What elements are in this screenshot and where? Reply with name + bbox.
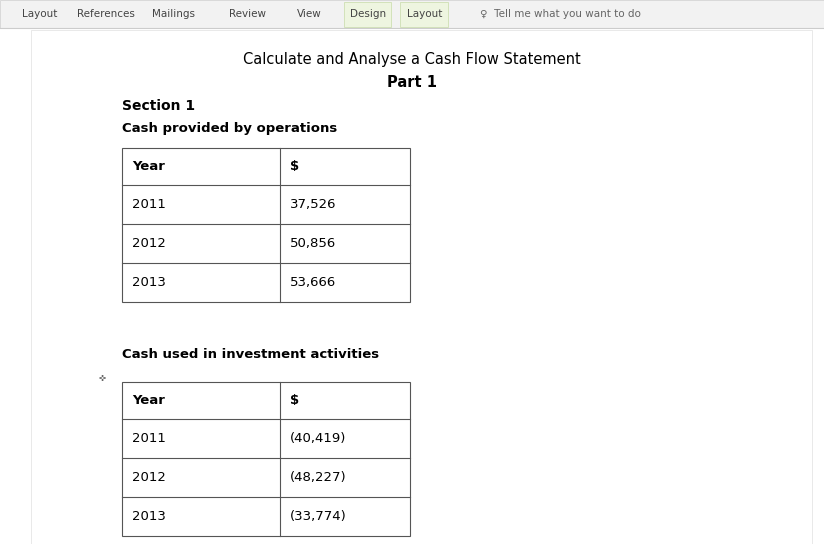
Text: (40,419): (40,419) [290, 432, 346, 445]
Text: $: $ [290, 160, 299, 173]
Text: Section 1: Section 1 [122, 99, 195, 113]
Text: Layout: Layout [407, 9, 442, 19]
FancyBboxPatch shape [400, 2, 448, 27]
Text: $: $ [290, 394, 299, 407]
FancyBboxPatch shape [122, 148, 410, 302]
Text: Cash provided by operations: Cash provided by operations [122, 122, 337, 135]
Text: References: References [77, 9, 135, 19]
Text: (48,227): (48,227) [290, 471, 347, 484]
FancyBboxPatch shape [122, 382, 410, 536]
FancyBboxPatch shape [0, 0, 824, 28]
Text: 37,526: 37,526 [290, 198, 336, 211]
FancyBboxPatch shape [344, 2, 391, 27]
Text: View: View [297, 9, 321, 19]
FancyBboxPatch shape [31, 30, 812, 544]
Text: 2011: 2011 [132, 432, 166, 445]
Text: Design: Design [350, 9, 386, 19]
Text: ♀  Tell me what you want to do: ♀ Tell me what you want to do [480, 9, 640, 19]
Text: Year: Year [132, 160, 165, 173]
Text: 2011: 2011 [132, 198, 166, 211]
Text: 53,666: 53,666 [290, 276, 336, 289]
Text: 2013: 2013 [132, 510, 166, 523]
Text: Year: Year [132, 394, 165, 407]
Text: Cash used in investment activities: Cash used in investment activities [122, 348, 379, 361]
Text: 2012: 2012 [132, 471, 166, 484]
Text: Review: Review [229, 9, 266, 19]
Text: 2012: 2012 [132, 237, 166, 250]
Text: Calculate and Analyse a Cash Flow Statement: Calculate and Analyse a Cash Flow Statem… [243, 52, 581, 67]
Text: Layout: Layout [22, 9, 58, 19]
Text: ✜: ✜ [99, 374, 105, 384]
Text: 2013: 2013 [132, 276, 166, 289]
Text: (33,774): (33,774) [290, 510, 347, 523]
Text: Part 1: Part 1 [387, 75, 437, 90]
Text: Mailings: Mailings [152, 9, 195, 19]
Text: 50,856: 50,856 [290, 237, 336, 250]
